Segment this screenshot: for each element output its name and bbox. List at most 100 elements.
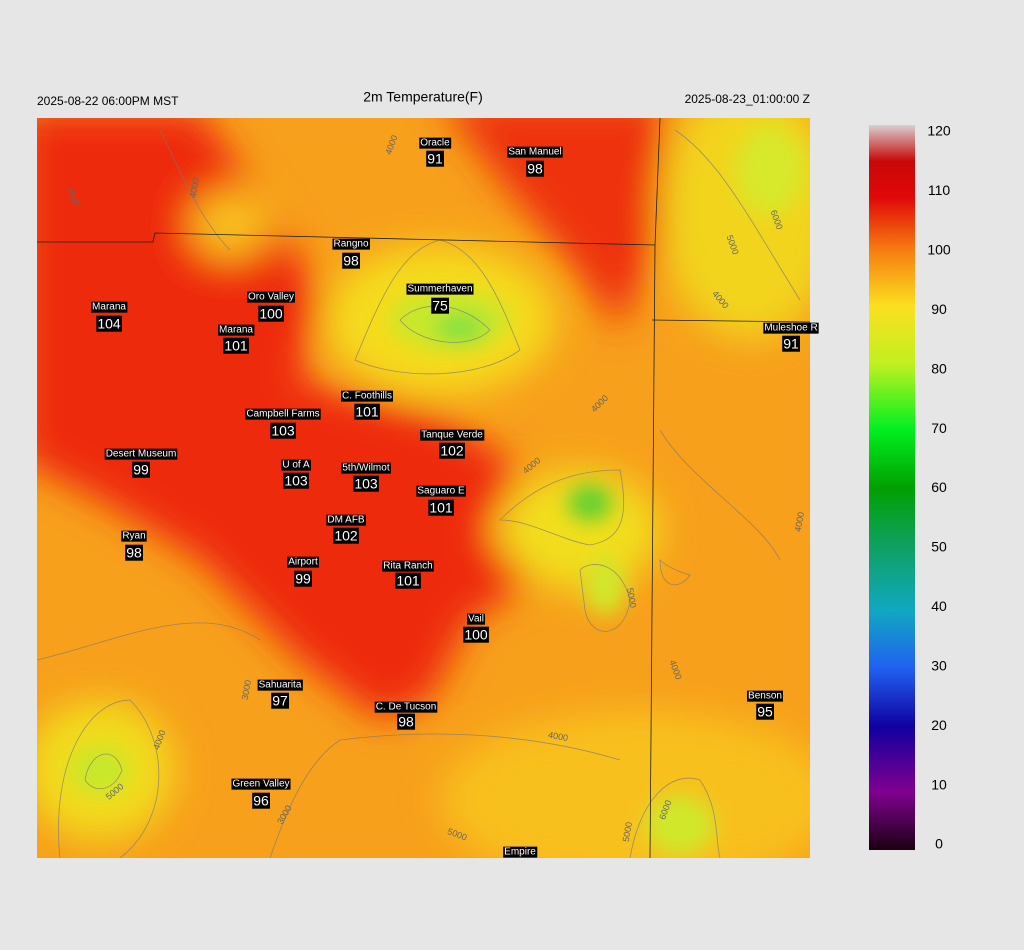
station-name-bg [406,283,474,295]
station-value-bg [132,461,150,478]
station-value-bg [252,792,270,809]
station-value: 103 [271,423,295,439]
station-value-bg [354,403,380,420]
station-value: 95 [757,704,773,720]
station-value-bg [439,442,465,459]
station-name: Marana [92,302,126,313]
station-value-bg [342,252,360,269]
station-value: 103 [284,473,308,489]
station-name: Oracle [420,138,450,149]
station-value-bg [397,713,415,730]
station-value: 100 [464,627,488,643]
station-value: 91 [427,151,443,167]
station-name: Sahuarita [259,680,302,691]
contour-label: 4000 [188,177,201,198]
station-value: 104 [97,316,121,332]
station-name-bg [419,137,452,149]
station-name: C. Foothills [342,391,392,402]
contour-label: 4000 [547,730,568,743]
station-name-bg [218,324,255,336]
station-name-bg [763,322,819,334]
station-value: 101 [355,404,379,420]
colorbar [869,125,915,850]
station-name: C. De Tucson [376,702,437,713]
station-value: 101 [396,573,420,589]
station-value-bg [426,150,444,167]
station-name: 5th/Wilmot [342,463,389,474]
station-name-bg [332,238,370,250]
contour-label: 5000 [625,587,638,608]
station-name-bg [341,462,391,474]
station-value: 98 [126,545,142,561]
station-value-bg [353,475,379,492]
station-name: Summerhaven [407,284,472,295]
station-name-bg [257,679,303,691]
station-name: Tanque Verde [421,430,483,441]
station-value-bg [428,499,454,516]
station-value: 102 [334,528,358,544]
colorbar-tick-label: 30 [931,657,947,673]
station-value-bg [270,422,296,439]
station-name: DM AFB [327,515,365,526]
station-name: Saguaro E [417,486,465,497]
station-value-bg [333,527,359,544]
station-name-bg [245,408,321,420]
station-value: 96 [253,793,269,809]
colorbar-tick-label: 70 [931,420,947,436]
station-name: Green Valley [232,779,289,790]
station-value: 100 [259,306,283,322]
station-name: Desert Museum [106,449,177,460]
station-value: 91 [783,336,799,352]
station-value: 103 [354,476,378,492]
station-name-bg [416,485,466,497]
station-name-bg [747,690,783,702]
station-name: Ryan [122,531,145,542]
station-value-bg [223,337,249,354]
colorbar-tick-label: 110 [928,182,951,198]
station-name: Vail [468,614,484,625]
colorbar-tick-label: 0 [935,836,943,852]
station-value-bg [431,297,449,314]
colorbar-tick-label: 50 [931,539,947,555]
colorbar-tick-label: 90 [931,301,947,317]
colorbar-tick-label: 10 [931,776,947,792]
colorbar-tick-label: 40 [931,598,947,614]
station-name-bg [231,778,291,790]
station-name: Muleshoe R [764,323,817,334]
station-name-bg [287,556,319,568]
station-value-bg [526,160,544,177]
colorbar-ticks: 0 10 20 30 40 50 60 70 80 90 100 110 120 [927,123,951,852]
station-value: 75 [432,298,448,314]
colorbar-tick-label: 20 [931,717,947,733]
station-name: San Manuel [508,147,561,158]
station-name-bg [121,530,147,542]
station-value-bg [782,335,800,352]
station-value: 99 [133,462,149,478]
station-name-bg [91,301,128,313]
colorbar-tick-label: 120 [927,123,951,139]
station-value-bg [294,570,312,587]
station-value: 98 [398,714,414,730]
station-value-bg [463,626,489,643]
station-name-bg [281,459,311,471]
contour-label: 3000 [240,679,253,700]
header-left: 2025-08-22 06:00PM MST [37,94,179,108]
colorbar-tick-label: 60 [931,479,947,495]
station-name-bg [507,146,563,158]
station-value: 101 [224,338,248,354]
station-value: 98 [343,253,359,269]
station-value: 99 [295,571,311,587]
station-name: Campbell Farms [246,409,319,420]
station-name-bg [420,429,485,441]
colorbar-tick-label: 80 [931,360,947,376]
station-value: 102 [440,443,464,459]
colorbar-tick-label: 100 [927,242,951,258]
station-name: U of A [282,460,310,471]
station-name: Rita Ranch [383,561,432,572]
station-name: Empire [504,847,536,858]
station-value-bg [756,703,774,720]
header-right: 2025-08-23_01:00:00 Z [685,92,810,106]
station-value-bg [283,472,309,489]
station-value-bg [271,692,289,709]
